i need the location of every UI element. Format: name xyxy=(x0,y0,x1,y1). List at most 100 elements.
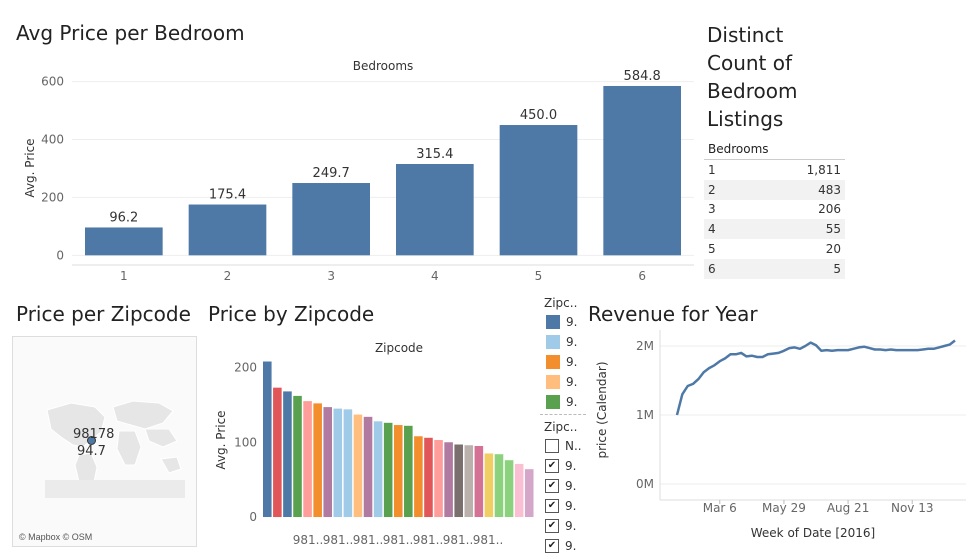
count-cell: 20 xyxy=(825,242,841,257)
filter-label: N.. xyxy=(565,439,582,453)
bar xyxy=(373,421,383,518)
avg-price-bedroom-title: Avg Price per Bedroom xyxy=(16,21,245,45)
bar xyxy=(383,422,393,518)
filter-item[interactable]: ✔ 9. xyxy=(540,476,586,496)
map-attribution: © Mapbox © OSM xyxy=(19,532,93,542)
bar-value-label: 175.4 xyxy=(209,188,246,203)
filter-item[interactable]: ✔ 9. xyxy=(540,496,586,516)
zipcode-map[interactable]: 98178 94.7 © Mapbox © OSM xyxy=(12,336,197,547)
x-tick-label: Nov 13 xyxy=(891,501,934,515)
x-tick-label: 3 xyxy=(327,269,335,283)
map-point[interactable] xyxy=(87,436,96,445)
legend-item[interactable]: 9. xyxy=(540,332,586,352)
bedrooms-cell: 4 xyxy=(708,222,716,237)
x-tick-label: 981.. xyxy=(353,533,384,547)
y-tick-label: 0M xyxy=(636,477,654,491)
x-tick-label: 981.. xyxy=(473,533,504,547)
bar xyxy=(484,453,494,518)
bedrooms-cell: 2 xyxy=(708,182,716,197)
zipcode-legend: Zipc.. 9. 9. 9. 9. 9. Zipc.. N.. ✔ 9. ✔ 9. ✔ 9. ✔ 9.… xyxy=(540,296,586,556)
bar xyxy=(464,445,474,518)
filter-legend-title: Zipc.. xyxy=(544,420,578,434)
bar xyxy=(333,408,343,518)
x-tick-label: 1 xyxy=(120,269,128,283)
table-row: 1 1,811 xyxy=(704,160,845,180)
filter-checkbox[interactable]: ✔ xyxy=(545,459,559,473)
bedrooms-cell: 6 xyxy=(708,261,716,276)
bar-value-label: 249.7 xyxy=(313,166,350,181)
bar xyxy=(414,436,423,518)
y-axis-title: price (Calendar) xyxy=(595,361,609,458)
table-row: 4 55 xyxy=(704,219,845,240)
filter-checkbox[interactable]: ✔ xyxy=(545,479,559,493)
filter-item[interactable]: N.. xyxy=(540,436,586,456)
legend-item[interactable]: 9. xyxy=(540,312,586,332)
bedrooms-cell: 1 xyxy=(708,162,716,177)
bar xyxy=(603,85,681,256)
x-tick-label: 981.. xyxy=(443,533,474,547)
bar-value-label: 450.0 xyxy=(520,108,557,123)
x-tick-label: Aug 21 xyxy=(827,501,870,515)
legend-label: 9. xyxy=(566,315,578,329)
bar xyxy=(263,361,272,518)
y-tick-label: 200 xyxy=(234,360,257,374)
legend-label: 9. xyxy=(566,375,578,389)
x-tick-label: Mar 6 xyxy=(703,501,737,515)
x-tick-label: 4 xyxy=(431,269,439,283)
count-cell: 206 xyxy=(818,202,841,217)
filter-item[interactable]: ✔ 9. xyxy=(540,516,586,536)
bar xyxy=(313,403,322,518)
count-cell: 1,811 xyxy=(806,162,841,177)
legend-item[interactable]: 9. xyxy=(540,372,586,392)
filter-checkbox[interactable]: ✔ xyxy=(545,539,559,553)
legend-item[interactable]: 9. xyxy=(540,352,586,372)
filter-label: 9. xyxy=(565,459,577,473)
bar xyxy=(524,469,534,518)
bar xyxy=(292,183,370,256)
zip-chart-header: Zipcode xyxy=(375,341,423,355)
legend-label: 9. xyxy=(566,395,578,409)
bedrooms-cell: 5 xyxy=(708,242,716,257)
y-tick-label: 200 xyxy=(41,190,64,204)
filter-checkbox[interactable]: ✔ xyxy=(545,499,559,513)
bar-value-label: 315.4 xyxy=(416,147,453,162)
bar xyxy=(404,425,413,518)
bar xyxy=(474,445,484,518)
y-tick-label: 0 xyxy=(56,248,64,262)
filter-item[interactable]: ✔ 9. xyxy=(540,456,586,476)
bar xyxy=(283,391,292,518)
bar xyxy=(188,204,267,256)
bar xyxy=(85,227,163,256)
bar xyxy=(514,463,524,518)
bar xyxy=(323,407,333,518)
filter-checkbox[interactable]: ✔ xyxy=(545,519,559,533)
color-legend-title: Zipc.. xyxy=(544,296,578,310)
filter-item[interactable]: ✔ 9. xyxy=(540,536,586,556)
bar xyxy=(499,125,578,256)
filter-label: 9. xyxy=(565,539,577,553)
distinct-count-title: Distinct Count of Bedroom Listings xyxy=(707,23,798,131)
legend-swatch xyxy=(546,335,560,349)
bar xyxy=(393,425,403,518)
x-tick-label: 5 xyxy=(535,269,543,283)
filter-label: 9. xyxy=(565,499,577,513)
bedroom-count-table: Bedrooms 1 1,811 2 483 3 206 4 55 5 20 6 5 xyxy=(704,142,845,279)
filter-checkbox[interactable] xyxy=(545,439,559,453)
y-tick-label: 400 xyxy=(41,132,64,146)
bar xyxy=(396,163,474,256)
legend-item[interactable]: 9. xyxy=(540,392,586,412)
bar xyxy=(353,414,363,518)
x-tick-label: 981.. xyxy=(323,533,354,547)
filter-label: 9. xyxy=(565,479,577,493)
legend-swatch xyxy=(546,375,560,389)
world-map-graphic xyxy=(45,400,185,498)
x-tick-label: 2 xyxy=(224,269,232,283)
y-tick-label: 1M xyxy=(636,408,654,422)
y-tick-label: 100 xyxy=(234,435,257,449)
count-cell: 483 xyxy=(818,182,841,197)
price-per-zipcode-title: Price per Zipcode xyxy=(16,302,191,326)
count-cell: 55 xyxy=(825,222,841,237)
bar-value-label: 584.8 xyxy=(624,69,661,84)
y-axis-title: Avg. Price xyxy=(23,138,37,197)
